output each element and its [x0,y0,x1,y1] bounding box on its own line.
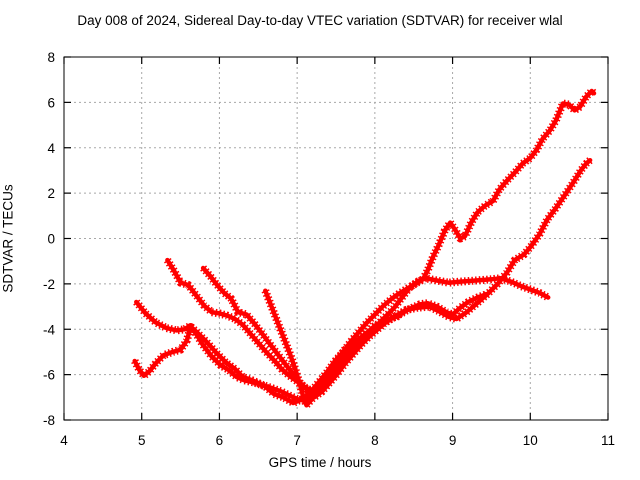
x-tick-label: 7 [293,433,301,448]
y-axis-label: SDTVAR / TECUs [0,184,16,293]
y-tick-label: -4 [43,322,55,337]
trace-pass-4 [200,157,593,400]
y-tick-label: 6 [47,95,55,110]
chart-title: Day 008 of 2024, Sidereal Day-to-day VTE… [77,13,563,28]
y-tick-label: 0 [47,232,55,247]
x-tick-label: 6 [216,433,224,448]
x-axis-label: GPS time / hours [268,455,372,470]
x-tick-label: 8 [371,433,379,448]
trace-pass-5 [263,88,597,408]
y-tick-label: 4 [47,141,55,156]
y-tick-label: 8 [47,50,55,65]
x-tick-label: 9 [449,433,457,448]
y-tick-label: -6 [43,368,55,383]
trace-fuzz-pass-4 [200,157,593,402]
x-tick-label: 11 [601,433,615,448]
y-tick-label: 2 [47,186,55,201]
y-tick-label: -2 [43,277,55,292]
x-tick-label: 4 [60,433,68,448]
y-tick-label: -8 [43,413,55,428]
x-tick-label: 10 [523,433,538,448]
x-tick-label: 5 [138,433,146,448]
